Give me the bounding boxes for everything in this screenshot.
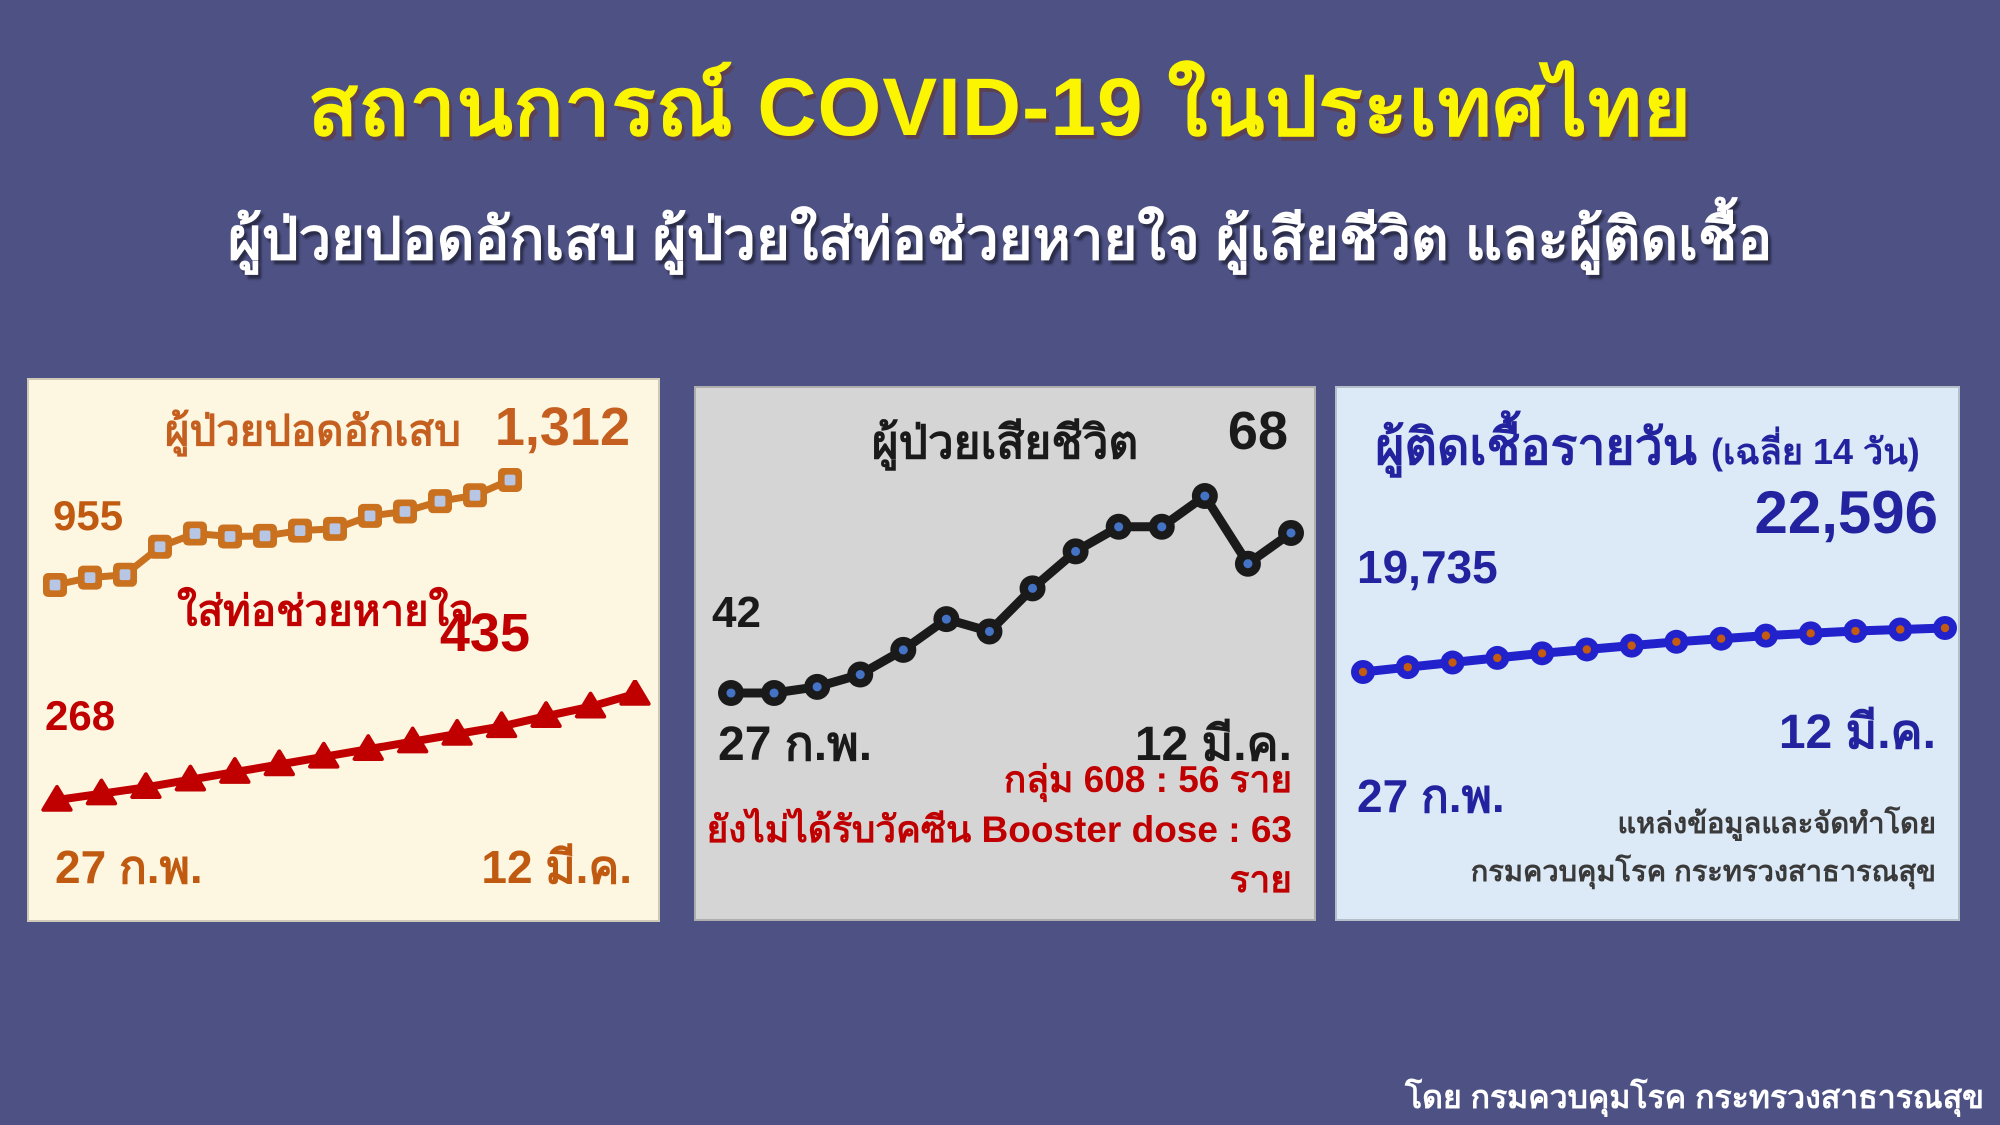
source-line-1: แหล่งข้อมูลและจัดทำโดย [1617, 808, 1936, 841]
pneumonia-latest-value: 1,312 [494, 397, 630, 457]
annotation-no-booster: ยังไม่ได้รับวัคซีน Booster dose : 63 ราย [706, 809, 1292, 901]
intubation-series-label: ใส่ท่อช่วยหายใจ [177, 587, 474, 634]
deaths-latest-value: 68 [1227, 401, 1288, 461]
infections-start-value: 19,735 [1357, 541, 1498, 593]
intubation-start-value: 268 [45, 692, 116, 739]
axis-start-date: 27 ก.พ. [718, 718, 873, 771]
deaths-line-chart [718, 483, 1304, 706]
credit-text: โดย กรมควบคุมโรค กระทรวงสาธารณสุข [1404, 1079, 1984, 1115]
infections-title: ผู้ติดเชื้อรายวัน [1375, 419, 1697, 475]
deaths-start-value: 42 [712, 588, 761, 637]
axis-start-date: 27 ก.พ. [55, 841, 203, 893]
axis-end-date: 12 มี.ค. [481, 841, 632, 893]
pneumonia-start-value: 955 [53, 492, 124, 539]
source-attribution: แหล่งข้อมูลและจัดทำโดย กรมควบคุมโรค กระท… [1471, 801, 1936, 897]
infections-line-chart [1351, 616, 1957, 684]
infections-latest-value: 22,596 [1754, 479, 1938, 546]
annotation-group-608: กลุ่ม 608 : 56 ราย [1003, 759, 1292, 801]
intubation-line-chart [41, 680, 651, 812]
source-line-2: กรมควบคุมโรค กระทรวงสาธารณสุข [1470, 856, 1936, 889]
panel-daily-infections: ผู้ติดเชื้อรายวัน (เฉลี่ย 14 วัน) 19,735 … [1335, 386, 1960, 921]
page-subtitle: ผู้ป่วยปอดอักเสบ ผู้ป่วยใส่ท่อช่วยหายใจ … [227, 207, 1773, 272]
infections-title-row: ผู้ติดเชื้อรายวัน (เฉลี่ย 14 วัน) [1337, 408, 1958, 487]
axis-start-date: 27 ก.พ. [1357, 770, 1505, 822]
pneumonia-series-label: ผู้ป่วยปอดอักเสบ [164, 407, 461, 454]
page-title: สถานการณ์ COVID-19 ในประเทศไทย [307, 62, 1693, 153]
infections-title-suffix: (เฉลี่ย 14 วัน) [1710, 431, 1920, 472]
deaths-annotations: กลุ่ม 608 : 56 ราย ยังไม่ได้รับวัคซีน Bo… [696, 755, 1292, 905]
pneumonia-date-axis: 27 ก.พ. 12 มี.ค. [55, 831, 632, 904]
panel-deaths: ผู้ป่วยเสียชีวิต 68 42 27 ก.พ. 12 มี.ค. … [694, 386, 1316, 921]
panel-pneumonia-intubation: ผู้ป่วยปอดอักเสบ 1,312 955 ใส่ท่อช่วยหาย… [27, 378, 660, 922]
deaths-date-axis: 27 ก.พ. 12 มี.ค. [718, 706, 1292, 782]
intubation-latest-value: 435 [439, 603, 530, 663]
pneumonia-line-chart [43, 468, 522, 597]
axis-end-date: 12 มี.ค. [1134, 718, 1292, 771]
axis-end-date: 12 มี.ค. [1778, 706, 1936, 759]
pneumonia-title-row: ผู้ป่วยปอดอักเสบ 1,312 [29, 396, 630, 464]
deaths-title: ผู้ป่วยเสียชีวิต [871, 416, 1139, 468]
deaths-title-row: ผู้ป่วยเสียชีวิต [696, 406, 1314, 479]
